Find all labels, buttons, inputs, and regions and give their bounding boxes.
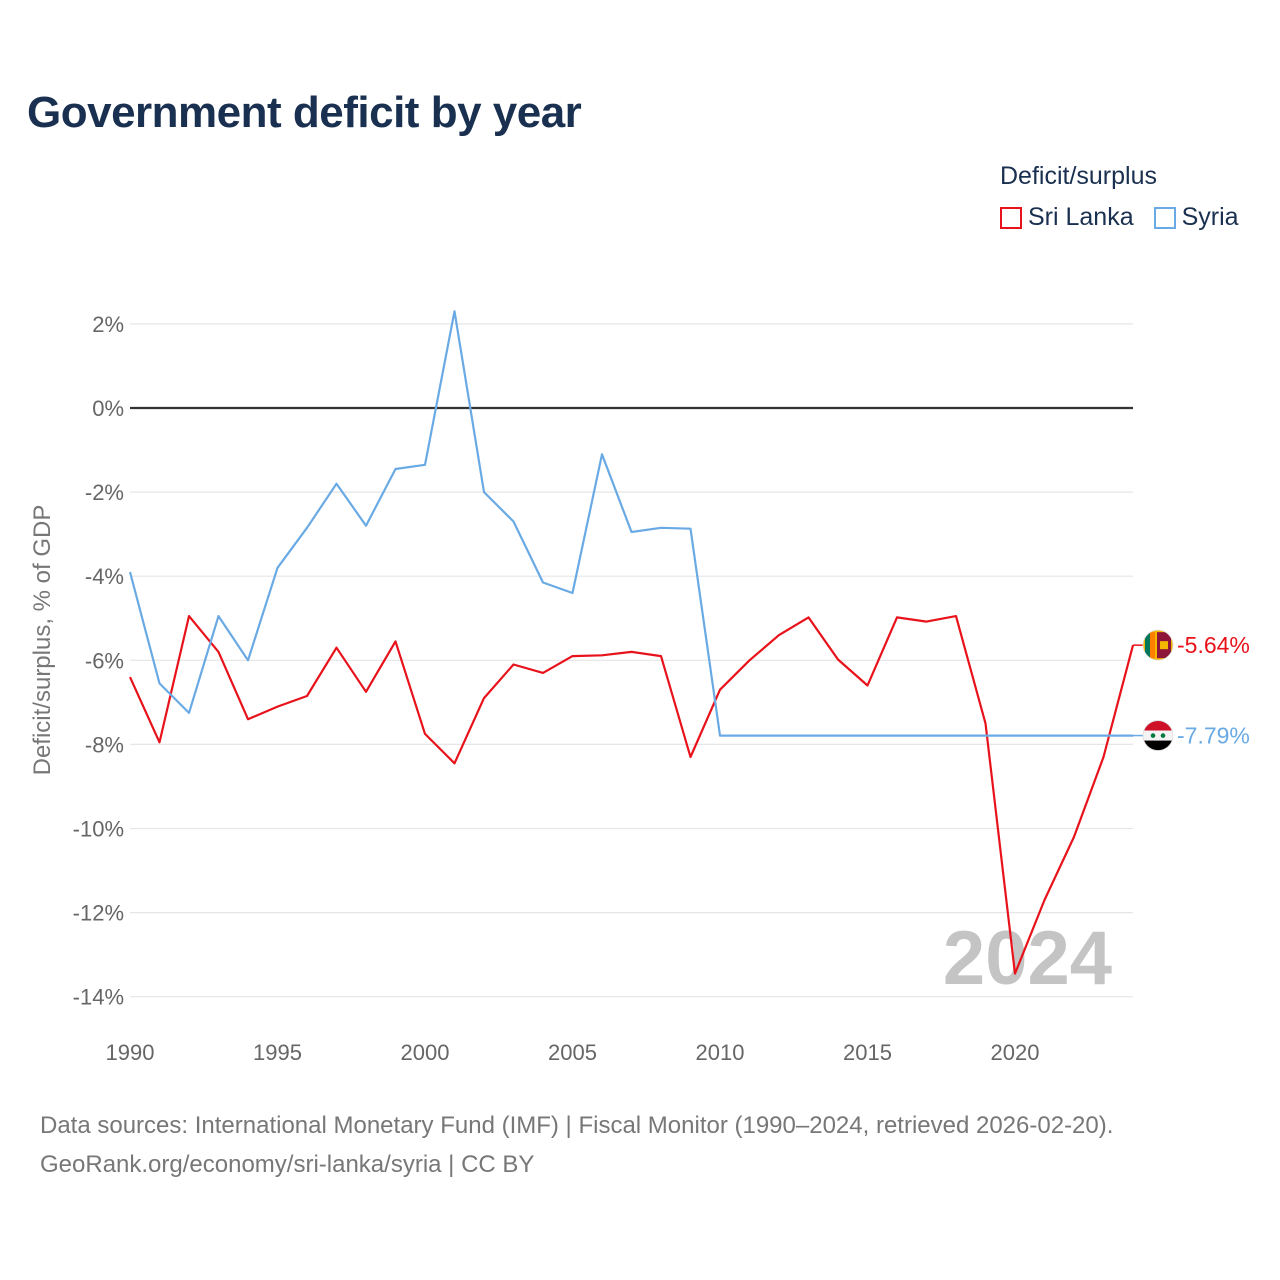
chart-plot: 2% 0% -2% -4% -6% -8% -10% -12% -14% 1990 1995 200…: [29, 310, 1250, 1065]
chart-title: Government deficit by year: [27, 88, 582, 137]
series-line-sri-lanka: [128, 614, 1135, 975]
legend-item-sri-lanka[interactable]: Sri Lanka: [1000, 203, 1134, 232]
x-tick-label: 2000: [401, 1040, 450, 1065]
legend-swatch-sri-lanka: [1000, 206, 1022, 229]
x-axis-ticks: 1990 1995 2000 2005 2010 2015 2020: [106, 1040, 1040, 1065]
legend-item-syria[interactable]: Syria: [1153, 203, 1239, 232]
gridlines: [130, 323, 1133, 998]
series-lines: [128, 310, 1135, 975]
end-label-sri-lanka: -5.64%: [1177, 632, 1250, 658]
legend-title: Deficit/surplus: [1000, 162, 1157, 190]
legend-label-sri-lanka: Sri Lanka: [1028, 203, 1134, 231]
y-tick-label: -12%: [73, 901, 124, 926]
end-label-syria: -7.79%: [1177, 723, 1250, 749]
y-tick-label: -10%: [73, 817, 124, 842]
legend-label-syria: Syria: [1181, 203, 1239, 231]
x-tick-label: 1990: [106, 1040, 155, 1065]
footer-sources: Data sources: International Monetary Fun…: [40, 1112, 1114, 1139]
x-tick-label: 1995: [253, 1040, 302, 1065]
footer: Data sources: International Monetary Fun…: [40, 1106, 1113, 1184]
y-tick-label: 2%: [92, 312, 124, 337]
legend-swatch-syria: [1153, 206, 1176, 229]
syria-flag-icon: [1142, 720, 1174, 751]
sri-lanka-flag-icon: [1142, 629, 1174, 661]
y-tick-label: -14%: [73, 985, 124, 1010]
legend: Deficit/surplus Sri Lanka Syria: [1000, 162, 1239, 232]
y-tick-label: -2%: [85, 480, 124, 505]
y-axis-label: Deficit/surplus, % of GDP: [29, 505, 56, 776]
series-line-syria: [128, 310, 1133, 737]
y-tick-label: 0%: [92, 396, 124, 421]
x-tick-label: 2020: [991, 1040, 1040, 1065]
y-tick-label: -4%: [85, 564, 124, 589]
x-tick-label: 2015: [843, 1040, 892, 1065]
y-tick-label: -8%: [85, 732, 124, 757]
x-tick-label: 2010: [696, 1040, 745, 1065]
x-tick-label: 2005: [548, 1040, 597, 1065]
y-axis-ticks: 2% 0% -2% -4% -6% -8% -10% -12% -14%: [73, 312, 124, 1010]
footer-link[interactable]: GeoRank.org/economy/sri-lanka/syria | CC…: [40, 1151, 535, 1178]
end-labels: -5.64% -7.79%: [1133, 629, 1250, 751]
y-tick-label: -6%: [85, 648, 124, 673]
year-watermark: 2024: [943, 916, 1112, 1001]
